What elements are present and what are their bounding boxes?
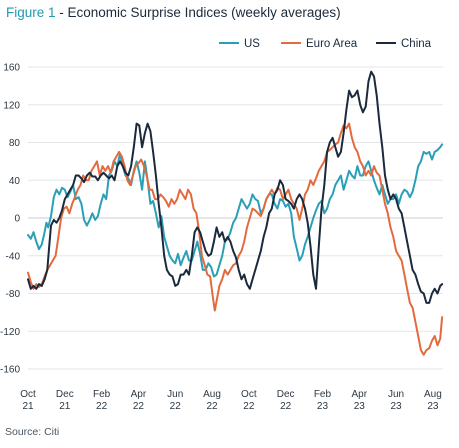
x-tick-year: 23 (391, 401, 403, 412)
y-axis: 160 120 80 40 0 -40 -80 -120 -160 (0, 63, 20, 376)
x-tick-month: Apr (131, 389, 147, 400)
figure-label: Figure 1 (6, 5, 56, 20)
x-tick-month: Jun (167, 389, 183, 400)
legend: US Euro Area China (219, 38, 432, 50)
x-tick-year: 21 (22, 401, 34, 412)
legend-label: Euro Area (306, 38, 358, 50)
legend-item-us: US (219, 38, 260, 50)
x-tick-month: Feb (93, 389, 111, 400)
x-tick-year: 22 (206, 401, 218, 412)
x-tick-year: 22 (243, 401, 255, 412)
series-line-euro-area (27, 122, 444, 356)
x-tick-year: 23 (317, 401, 329, 412)
y-tick-label: -120 (0, 327, 20, 338)
series-lines (27, 70, 444, 356)
legend-item-china: China (376, 38, 432, 50)
x-tick-year: 23 (354, 401, 366, 412)
chart-title: Figure 1 - Economic Surprise Indices (we… (6, 5, 341, 20)
y-tick-label: 160 (3, 63, 20, 74)
title-text: Economic Surprise Indices (weekly averag… (67, 5, 341, 20)
legend-label: China (401, 38, 432, 50)
x-tick-month: Oct (241, 389, 257, 400)
y-tick-label: 80 (9, 138, 21, 149)
x-tick-month: Dec (277, 389, 295, 400)
x-tick-month: Apr (351, 389, 367, 400)
legend-item-euro-area: Euro Area (281, 38, 358, 50)
x-tick-month: Aug (424, 389, 442, 400)
x-tick-year: 23 (427, 401, 439, 412)
y-tick-label: -160 (0, 365, 20, 376)
y-tick-label: -40 (6, 251, 21, 262)
legend-label: US (244, 38, 260, 50)
x-tick-year: 22 (280, 401, 292, 412)
x-tick-month: Oct (20, 389, 36, 400)
y-tick-label: -80 (6, 289, 21, 300)
x-tick-month: Aug (203, 389, 221, 400)
grid (28, 66, 443, 370)
x-tick-year: 21 (59, 401, 71, 412)
x-tick-year: 22 (170, 401, 182, 412)
series-line-us (27, 143, 444, 278)
x-tick-month: Feb (314, 389, 332, 400)
y-tick-label: 0 (14, 214, 20, 225)
x-tick-month: Jun (388, 389, 404, 400)
y-tick-label: 40 (9, 176, 21, 187)
x-tick-month: Dec (56, 389, 74, 400)
title-separator: - (55, 5, 68, 20)
series-line-china (27, 70, 444, 304)
y-tick-label: 120 (3, 100, 20, 111)
source-note: Source: Citi (5, 426, 60, 438)
x-tick-year: 22 (96, 401, 108, 412)
x-tick-year: 22 (133, 401, 145, 412)
x-axis: Oct21Dec21Feb22Apr22Jun22Aug22Oct22Dec22… (20, 389, 442, 412)
